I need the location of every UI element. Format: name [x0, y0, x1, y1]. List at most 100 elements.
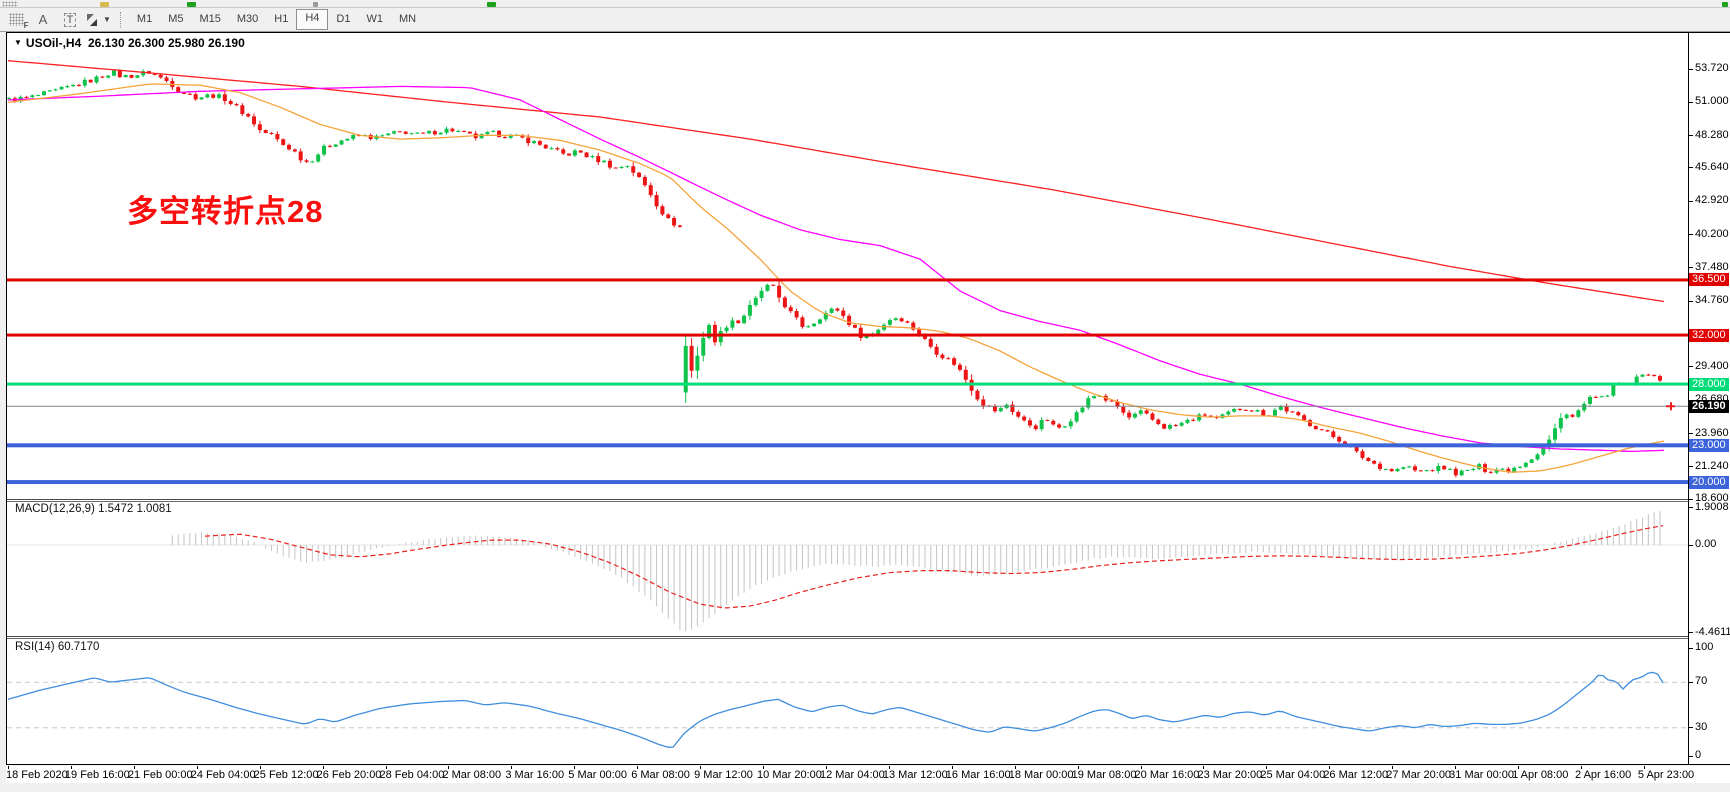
fast-ma-line — [7, 83, 1665, 473]
text-tool[interactable]: A — [32, 11, 54, 29]
candle-body — [899, 318, 904, 322]
time-axis[interactable]: 18 Feb 2020 19 Feb 16:00 21 Feb 00:00 24 Fe… — [6, 766, 1730, 783]
timeframe-button-m1[interactable]: M1 — [136, 13, 153, 25]
timeframe-button-mn[interactable]: MN — [398, 13, 417, 25]
candle-body — [252, 116, 257, 125]
candle-body — [24, 96, 29, 98]
candle-body — [275, 133, 280, 140]
candle-body — [1523, 462, 1528, 467]
drawing-toolbar: F A T ▼ M1 M5 M15 M30 H1 H4 D1 W1 MN — [0, 8, 1730, 32]
clipped-icon[interactable] — [487, 2, 496, 7]
candle-body — [1605, 395, 1610, 397]
time-axis-tick — [825, 766, 827, 769]
candle-body — [1337, 437, 1342, 442]
candle-body — [876, 329, 881, 334]
timeframe-button-d1[interactable]: D1 — [336, 13, 351, 25]
candle-body — [123, 75, 128, 78]
candle-body — [660, 206, 665, 215]
candle-body — [1465, 469, 1470, 471]
candle-body — [322, 145, 327, 155]
annotation-text[interactable]: 多空转折点28 — [127, 194, 324, 229]
chart-title[interactable]: ▼ USOil-,H4 26.130 26.300 25.980 26.190 — [14, 36, 245, 50]
rsi-panel[interactable] — [7, 639, 1688, 764]
candle-body — [1582, 403, 1587, 411]
candle-body — [508, 134, 513, 138]
candle-body — [549, 148, 554, 150]
candle-body — [841, 310, 846, 316]
candle-body — [164, 77, 169, 81]
price-axis-tick — [1689, 366, 1693, 368]
level-line-32.000 — [7, 333, 1688, 337]
candle-body — [1401, 467, 1406, 469]
candle-body — [1173, 425, 1178, 427]
timeframe-button-m5[interactable]: M5 — [168, 13, 184, 25]
candle-body — [1290, 411, 1295, 413]
candle-body — [1033, 425, 1038, 430]
macd-axis-tick — [1689, 544, 1693, 546]
candle-body — [246, 114, 251, 117]
candle-body — [917, 329, 922, 335]
time-tick-label: 1 Apr 08:00 — [1512, 769, 1569, 781]
candle-body — [981, 399, 986, 406]
candle-body — [1354, 446, 1359, 452]
candle-body — [1442, 465, 1447, 470]
candle-body — [345, 138, 350, 141]
text-t-icon: T — [63, 12, 77, 27]
candle-body — [1436, 465, 1441, 472]
level-line-36.500 — [7, 278, 1688, 282]
candle-body — [992, 406, 997, 412]
timeframe-button-m30[interactable]: M30 — [236, 13, 259, 25]
candle-body — [497, 130, 502, 137]
macd-axis-label: 1.9008 — [1695, 500, 1729, 513]
panel-splitter[interactable] — [7, 636, 1729, 637]
timeframe-button-h4[interactable]: H4 — [296, 9, 329, 30]
candle-body — [1185, 419, 1190, 423]
candle-body — [1529, 459, 1534, 463]
candle-body — [957, 364, 962, 370]
candle-body — [1599, 396, 1604, 398]
macd-header: MACD(12,26,9) 1.5472 1.0081 — [15, 503, 172, 515]
clipped-icon[interactable] — [1722, 2, 1728, 7]
panel-splitter — [7, 638, 1729, 639]
price-axis[interactable]: 53.720 51.000 48.280 45.640 42.920 40.200 37.4… — [1689, 33, 1730, 764]
candle-body — [1424, 470, 1429, 472]
price-level-label: 32.000 — [1689, 328, 1729, 342]
timeframe-button-h1[interactable]: H1 — [274, 13, 289, 25]
candle-body — [975, 390, 980, 400]
candle-body — [1261, 410, 1266, 416]
candle-body — [1535, 454, 1540, 460]
arrows-tool[interactable]: ▼ — [86, 11, 111, 29]
time-tick-label: 19 Feb 16:00 — [64, 769, 130, 781]
candle-body — [1039, 419, 1044, 430]
candle-body — [234, 103, 239, 106]
panel-splitter — [7, 501, 1729, 502]
freehand-grid-tool[interactable]: F — [5, 11, 29, 30]
level-line-20.000 — [7, 480, 1688, 485]
candle-body — [724, 327, 729, 332]
price-level-label: 23.000 — [1689, 438, 1729, 452]
price-chart[interactable] — [7, 33, 1688, 499]
candle-body — [852, 324, 857, 328]
candle-body — [1640, 374, 1645, 377]
text-label-tool[interactable]: T — [59, 11, 81, 29]
chart-menu-icon[interactable]: ▼ — [14, 38, 22, 47]
panel-splitter[interactable] — [7, 499, 1729, 500]
candle-body — [88, 79, 93, 83]
time-axis-tick — [133, 766, 135, 769]
candle-body — [1611, 384, 1616, 396]
clipped-icon[interactable] — [100, 2, 109, 7]
candle-body — [53, 89, 58, 91]
chevron-down-icon: ▼ — [103, 15, 111, 24]
macd-panel[interactable] — [7, 502, 1688, 636]
clipped-icon[interactable] — [313, 2, 318, 7]
timeframe-button-w1[interactable]: W1 — [366, 13, 383, 25]
candle-body — [572, 150, 577, 156]
slow-ma-line — [7, 60, 1665, 303]
candle-body — [152, 73, 157, 75]
price-tick-label: 53.720 — [1695, 62, 1729, 74]
clipped-icon[interactable] — [187, 2, 196, 7]
candle-body — [1179, 422, 1184, 426]
price-level-label: 36.500 — [1689, 273, 1729, 287]
timeframe-button-m15[interactable]: M15 — [199, 13, 221, 25]
toolbar-grip[interactable] — [2, 1, 18, 7]
